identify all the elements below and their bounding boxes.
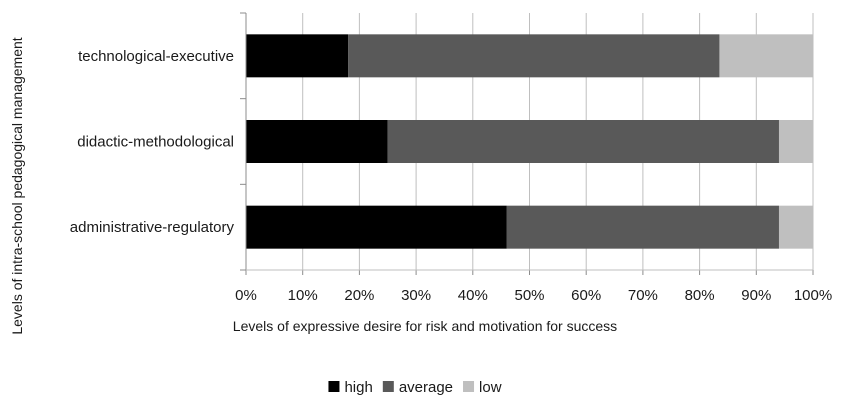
x-tick-label: 50% [514,287,544,304]
bar-segment-average [506,205,779,249]
bar-segment-low [778,205,813,249]
x-tick-label: 30% [401,287,431,304]
axes [240,12,814,275]
x-tick-label: 40% [458,287,488,304]
legend-label: low [479,379,502,396]
bars [246,34,813,249]
bar-segment-average [348,34,720,78]
bar-segment-high [246,34,349,78]
x-tick-label: 10% [288,287,318,304]
bar-segment-high [246,205,507,249]
legend-label: high [344,379,372,396]
x-tick-label: 100% [794,287,832,304]
x-tick-label: 90% [741,287,771,304]
bar-segment-high [246,120,388,163]
legend-label: average [399,379,453,396]
category-label: didactic-methodological [77,134,234,151]
x-tick-label: 60% [571,287,601,304]
legend-swatch-low [463,381,475,392]
category-label: technological-executive [78,48,234,65]
bar-segment-low [778,120,813,163]
x-tick-label: 70% [628,287,658,304]
category-label: administrative-regulatory [70,219,235,236]
x-axis-title: Levels of expressive desire for risk and… [233,318,617,334]
x-tick-label: 0% [235,287,257,304]
y-axis-title: Levels of intra-school pedagogical manag… [9,37,25,334]
legend-swatch-high [328,381,340,392]
category-labels: technological-executive didactic-methodol… [70,48,235,236]
legend-swatch-average [382,381,394,392]
x-tick-label: 80% [685,287,715,304]
x-tick-labels: 0% 10% 20% 30% 40% 50% 60% 70% 80% 90% 100% [235,287,832,304]
bar-segment-low [719,34,813,78]
bar-segment-average [387,120,779,163]
x-tick-label: 20% [344,287,374,304]
legend: high average low [328,379,502,396]
